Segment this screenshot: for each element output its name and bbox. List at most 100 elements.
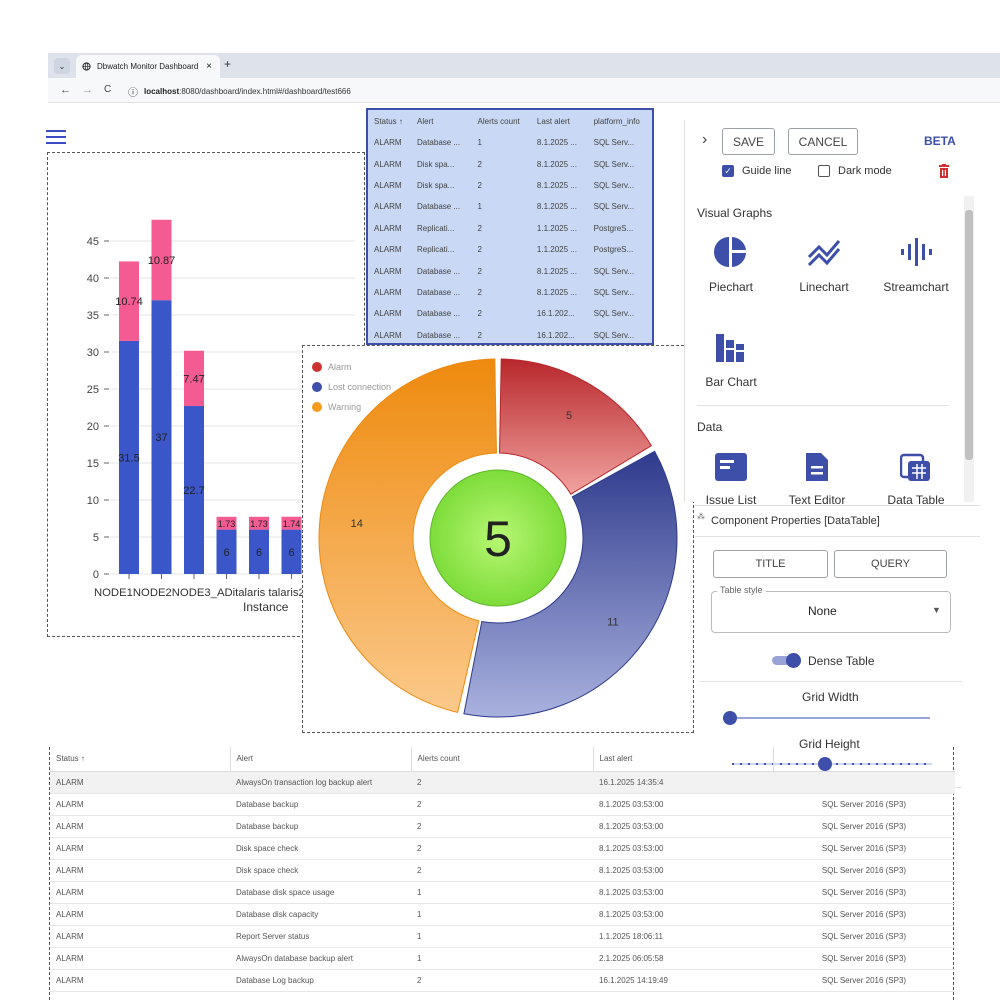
table-cell: 2: [477, 223, 482, 233]
save-button[interactable]: SAVE: [722, 128, 775, 155]
column-header[interactable]: platform_info: [593, 116, 640, 126]
data-table-icon: [900, 453, 930, 481]
top-data-table[interactable]: Status ↑ Alert Alerts count Last alert platf…: [366, 108, 654, 345]
collapse-panel-icon[interactable]: ›: [702, 131, 708, 148]
new-tab-button[interactable]: +: [224, 57, 232, 71]
table-row[interactable]: ALARM Database ... 2 16.1.202... SQL Serv...: [368, 303, 652, 324]
table-row[interactable]: ALARM AlwaysOn transaction log backup ale…: [50, 771, 955, 794]
column-header[interactable]: [772, 747, 955, 772]
table-cell: Database ...: [416, 202, 461, 212]
cancel-button[interactable]: CANCEL: [788, 128, 858, 155]
dark-mode-checkbox[interactable]: [818, 165, 830, 177]
table-row[interactable]: ALARM Database disk space usage 1 8.1.2025 …: [50, 881, 955, 904]
column-header[interactable]: Alert: [416, 116, 434, 126]
palette-scrollbar-thumb[interactable]: [965, 210, 973, 460]
dense-table-switch[interactable]: [772, 653, 802, 668]
guide-line-toggle[interactable]: ✓ Guide line: [722, 165, 792, 177]
table-row[interactable]: ALARM Disk spa... 2 8.1.2025 ... SQL Serv...: [368, 153, 652, 174]
table-row[interactable]: ALARM Database ... 2 16.1.202... SQL Serv...: [368, 325, 652, 343]
delete-icon[interactable]: [938, 164, 950, 178]
streamchart-icon: [901, 238, 932, 266]
legend-item[interactable]: Warning: [312, 402, 391, 412]
table-row[interactable]: ALARM Replicati... 2 1.1.2025 ... PostgreS..…: [368, 218, 652, 239]
table-row[interactable]: ALARM Database backup 2 8.1.2025 03:53:00 SQ…: [50, 815, 955, 838]
table-row[interactable]: ALARM Database ... 2 8.1.2025 ... SQL Serv..…: [368, 260, 652, 281]
table-row[interactable]: ALARM Disk spa... 2 8.1.2025 ... SQL Serv...: [368, 175, 652, 196]
table-row[interactable]: ALARM Database backup 2 8.1.2025 03:53:00 SQ…: [50, 793, 955, 816]
table-row[interactable]: ALARM AlwaysOn database backup alert 1 2.1.…: [50, 947, 955, 970]
grid-width-label: Grid Width: [802, 690, 859, 704]
back-icon[interactable]: ←: [60, 84, 71, 96]
bottom-data-table[interactable]: Status ↑ Alert Alerts count Last alert ALAR…: [49, 747, 955, 1000]
table-cell: 8.1.2025 ...: [536, 138, 577, 148]
table-row[interactable]: ALARM Database ... 1 8.1.2025 ... SQL Serv..…: [368, 132, 652, 153]
column-header[interactable]: Status ↑: [374, 116, 403, 126]
title-tab[interactable]: TITLE: [713, 550, 828, 578]
reload-icon[interactable]: C: [104, 84, 112, 95]
legend-item[interactable]: Lost connection: [312, 382, 391, 392]
tab-search-dropdown[interactable]: ⌄: [54, 58, 70, 74]
guide-line-checkbox[interactable]: ✓: [722, 165, 734, 177]
data-table-tool[interactable]: Data Table: [871, 447, 961, 507]
text-editor-tool[interactable]: Text Editor: [772, 447, 862, 507]
table-row[interactable]: ALARM Disk space check 2 8.1.2025 03:53:00 S…: [50, 837, 955, 860]
table-row[interactable]: ALARM Report Server status 1 1.1.2025 18:06…: [50, 925, 955, 948]
query-tab[interactable]: QUERY: [834, 550, 947, 578]
table-row[interactable]: ALARM Database ... 1 8.1.2025 ... SQL Serv..…: [368, 196, 652, 217]
streamchart-tool[interactable]: Streamchart: [871, 232, 961, 294]
donut-slice[interactable]: [318, 358, 497, 713]
y-tick-label: 0: [93, 569, 99, 581]
column-header[interactable]: Last alert: [592, 747, 773, 772]
donut-slice[interactable]: [463, 450, 678, 718]
linechart-tool[interactable]: Linechart: [779, 232, 869, 294]
table-cell: 16.1.2025 14:35:4: [593, 771, 773, 794]
column-header[interactable]: Alert: [229, 747, 411, 772]
table-cell: SQL Server 2016 (SP3): [773, 925, 955, 948]
legend-item[interactable]: Alarm: [312, 362, 391, 372]
column-header[interactable]: Alerts count: [410, 747, 593, 772]
table-cell: Database ...: [416, 330, 461, 340]
grid-width-slider-knob[interactable]: [723, 711, 737, 725]
table-row[interactable]: ALARM Database ... 2 8.1.2025 ... SQL Serv..…: [368, 282, 652, 303]
barchart-tool[interactable]: Bar Chart: [686, 327, 776, 389]
legend-swatch: [312, 382, 322, 392]
table-cell: ALARM: [50, 925, 230, 948]
table-row[interactable]: ALARM Disk space check 2 8.1.2025 03:53:00 S…: [50, 859, 955, 882]
bar-data-label: 6: [256, 547, 262, 559]
url-field[interactable]: ⓘ localhost:8080/dashboard/index.html#/d…: [128, 82, 1000, 100]
browser-tab[interactable]: Dbwatch Monitor Dashboard ×: [76, 55, 220, 78]
close-icon[interactable]: ×: [206, 61, 212, 72]
table-cell: 2: [411, 837, 593, 860]
issue-list-tool[interactable]: Issue List: [686, 447, 776, 507]
text-editor-icon: [806, 453, 828, 481]
column-header[interactable]: Last alert: [536, 116, 570, 126]
table-cell: SQL Server 2016 (SP3): [773, 815, 955, 838]
donut-center: [429, 469, 567, 607]
table-cell: SQL Server 2016 (SP3): [773, 793, 955, 816]
donut-slice[interactable]: [499, 358, 653, 495]
streamchart-label: Streamchart: [883, 280, 949, 294]
issue-list-label: Issue List: [705, 493, 757, 507]
dark-mode-toggle[interactable]: Dark mode: [818, 165, 892, 177]
bar-data-label: 37: [155, 432, 167, 444]
piechart-tool[interactable]: Piechart: [686, 232, 776, 294]
bar-segment: [281, 529, 302, 574]
bar-segment: [119, 340, 139, 574]
grid-width-slider-rail[interactable]: [730, 717, 930, 719]
drag-handle-icon[interactable]: ⁂: [697, 512, 705, 521]
table-row[interactable]: ALARM Database Log backup 2 16.1.2025 14:19…: [50, 969, 955, 992]
table-cell: 2: [477, 287, 482, 297]
bar-segment: [151, 219, 172, 301]
url-host: localhost: [144, 86, 180, 96]
forward-icon[interactable]: →: [82, 84, 93, 96]
table-row[interactable]: ALARM Replicati... 2 1.1.2025 ... PostgreS..…: [368, 239, 652, 260]
menu-icon[interactable]: [46, 130, 66, 144]
y-tick-label: 45: [87, 236, 99, 248]
table-style-select[interactable]: [711, 591, 951, 633]
table-cell: SQL Server 2016 (SP3): [773, 903, 955, 926]
column-header[interactable]: Alerts count: [477, 116, 520, 126]
dropdown-arrow-icon[interactable]: ▼: [932, 605, 941, 615]
table-cell: SQL Serv...: [593, 138, 635, 148]
table-row[interactable]: ALARM Database disk capacity 1 8.1.2025 03:…: [50, 903, 955, 926]
column-header[interactable]: Status ↑: [50, 747, 230, 772]
